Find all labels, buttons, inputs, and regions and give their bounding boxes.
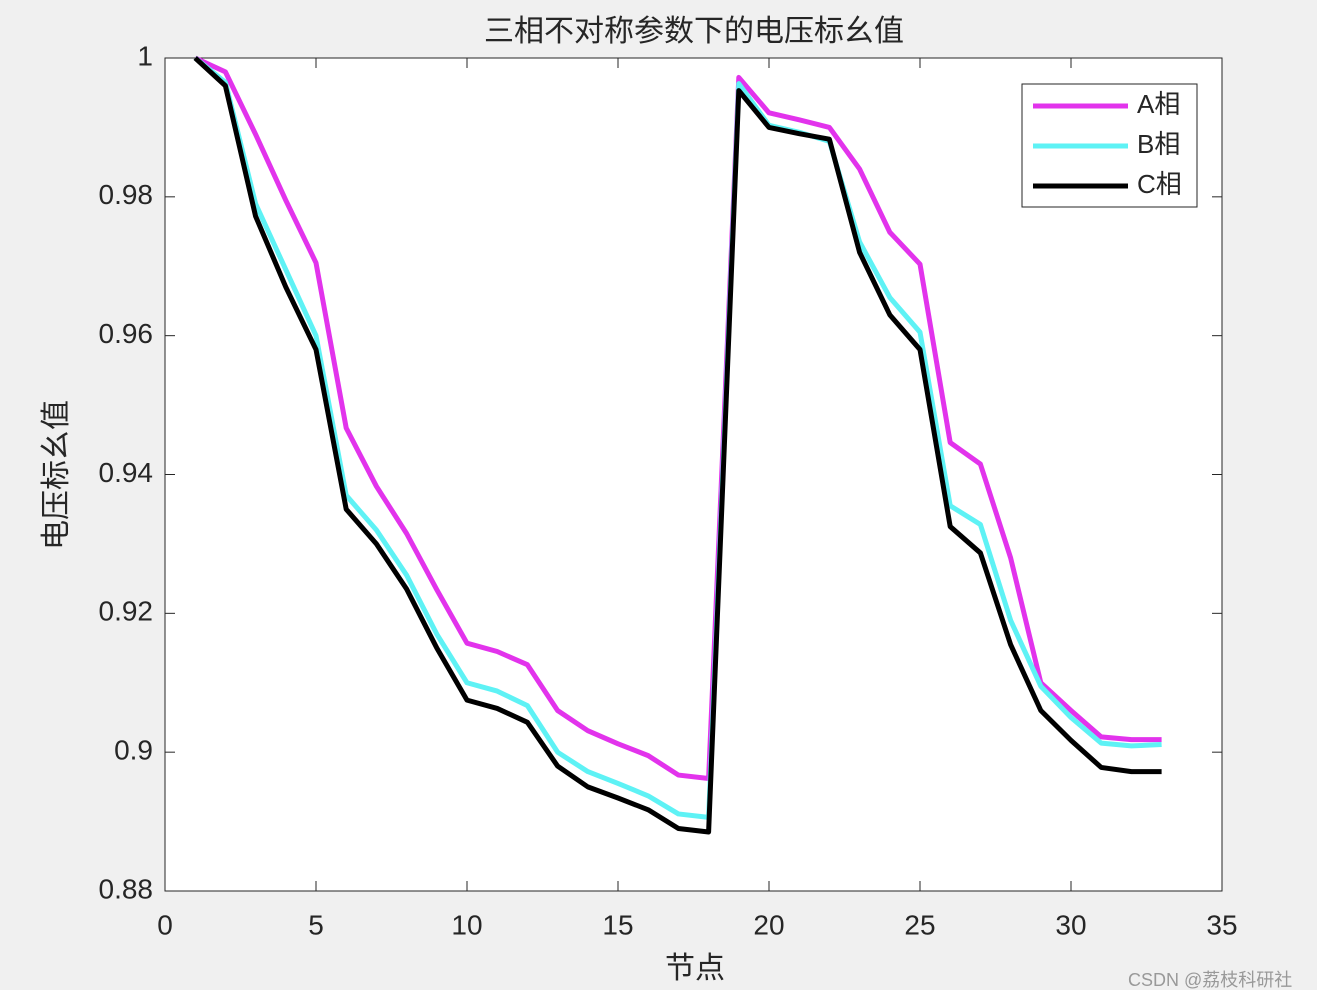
y-tick-label: 0.9	[114, 735, 153, 766]
y-axis-label: 电压标幺值	[40, 400, 73, 550]
series-line	[193, 56, 1162, 835]
x-tick-label: 5	[308, 909, 324, 940]
y-tick-label: 1	[137, 40, 153, 71]
x-axis-label: 节点	[665, 952, 725, 985]
y-tick-label: 0.94	[99, 457, 154, 488]
x-tick-label: 10	[451, 909, 482, 940]
legend-label: B相	[1137, 129, 1180, 159]
y-tick-label: 0.96	[99, 318, 154, 349]
x-tick-label: 15	[602, 909, 633, 940]
legend-label: C相	[1137, 169, 1182, 199]
legend-label: A相	[1137, 89, 1180, 119]
y-tick-label: 0.88	[99, 873, 154, 904]
chart-title: 三相不对称参数下的电压标幺值	[484, 15, 904, 48]
series-line	[194, 55, 1162, 782]
x-tick-label: 25	[904, 909, 935, 940]
x-tick-label: 0	[157, 909, 173, 940]
x-tick-label: 30	[1055, 909, 1086, 940]
y-tick-label: 0.98	[99, 179, 154, 210]
x-tick-label: 35	[1206, 909, 1237, 940]
watermark: CSDN @荔枝科研社	[1128, 970, 1292, 990]
series-line	[193, 56, 1162, 820]
x-tick-label: 20	[753, 909, 784, 940]
y-tick-label: 0.92	[99, 596, 154, 627]
